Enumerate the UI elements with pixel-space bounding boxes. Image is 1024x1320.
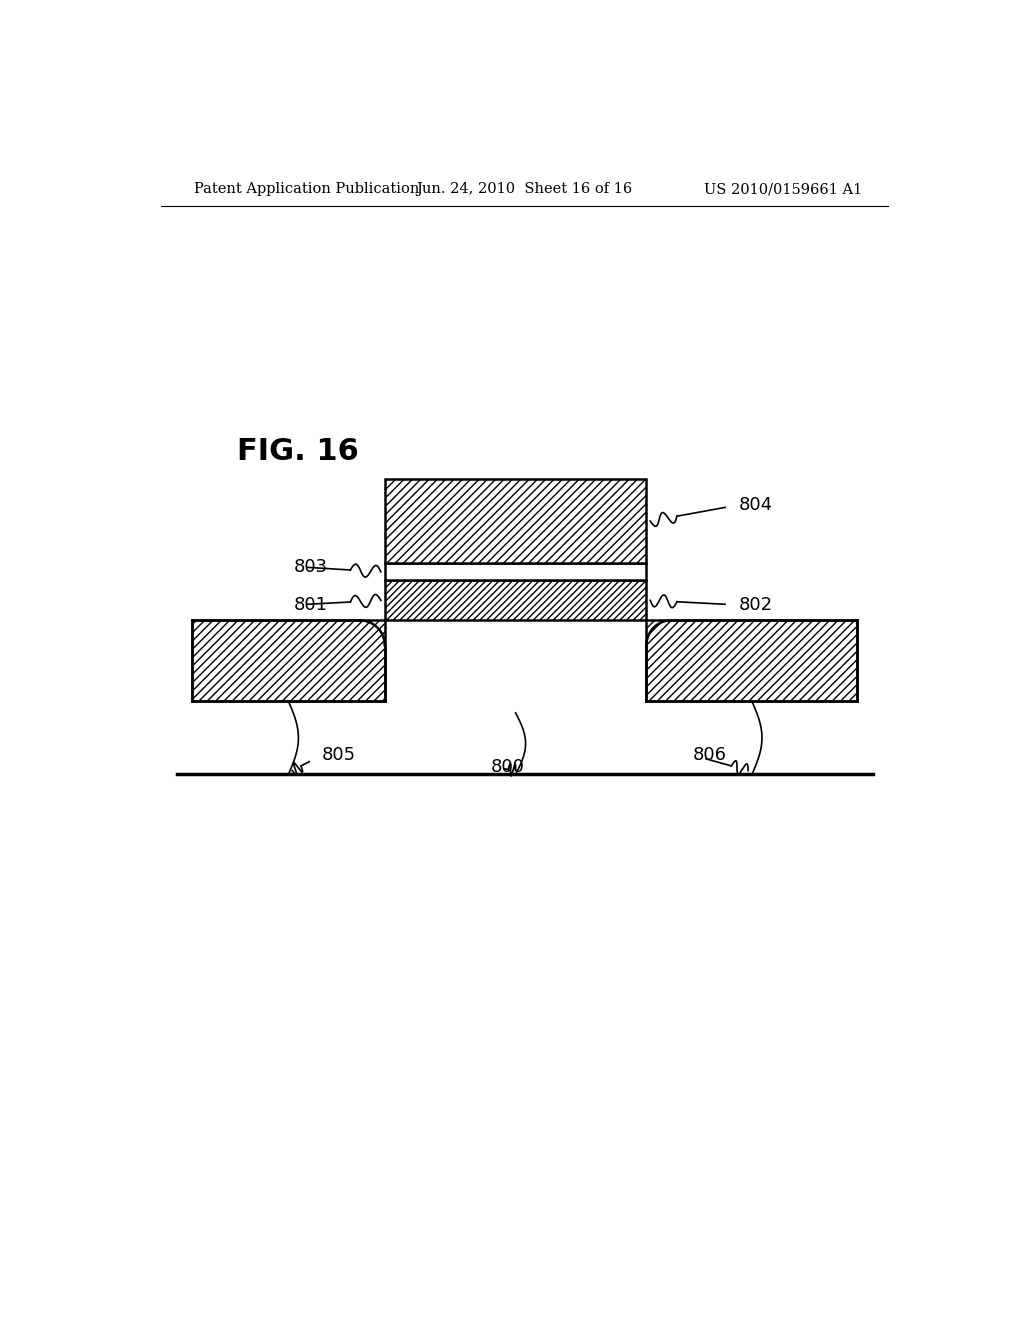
Text: Jun. 24, 2010  Sheet 16 of 16: Jun. 24, 2010 Sheet 16 of 16: [417, 182, 633, 197]
Text: 800: 800: [490, 758, 524, 776]
Text: US 2010/0159661 A1: US 2010/0159661 A1: [703, 182, 862, 197]
Bar: [385, 581, 646, 620]
Text: 806: 806: [692, 746, 727, 764]
Text: FIG. 16: FIG. 16: [237, 437, 358, 466]
Bar: [385, 564, 646, 581]
Bar: [646, 620, 857, 701]
Bar: [385, 479, 646, 564]
Bar: [193, 620, 385, 701]
Text: Patent Application Publication: Patent Application Publication: [194, 182, 419, 197]
Text: 804: 804: [739, 496, 773, 513]
Text: 803: 803: [294, 557, 328, 576]
Text: 802: 802: [739, 597, 773, 614]
Text: 801: 801: [294, 597, 328, 614]
Text: 805: 805: [322, 746, 355, 764]
